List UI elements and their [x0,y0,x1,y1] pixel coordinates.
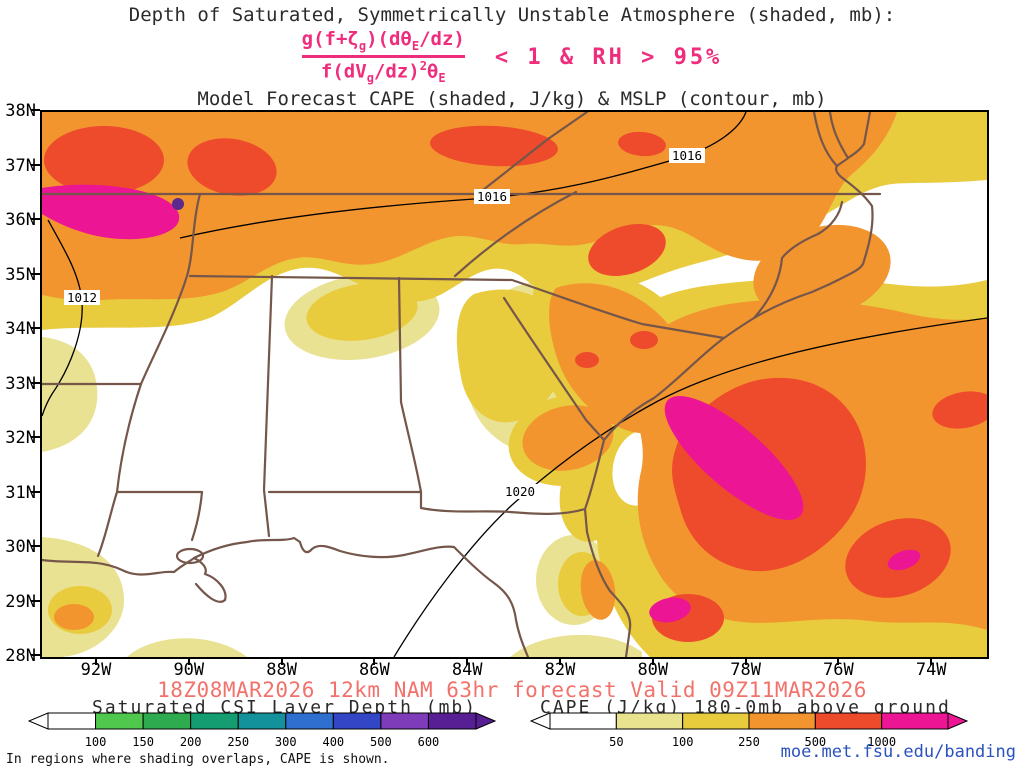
lat-tick-mark [31,436,40,438]
lat-tick-label: 31N [5,482,36,503]
svg-text:500: 500 [370,735,392,749]
lat-tick-mark [31,654,40,656]
svg-text:400: 400 [322,735,344,749]
formula-fraction-bar [301,54,465,58]
svg-text:250: 250 [738,735,760,749]
lon-tick-label: 90W [173,660,205,680]
forecast-info-line: 18Z08MAR2026 12km NAM 63hr forecast Vali… [157,678,867,702]
lat-tick-mark [31,381,40,384]
svg-text:1016: 1016 [672,148,702,163]
title-line-1: Depth of Saturated, Symmetrically Unstab… [128,4,896,26]
lat-tick-mark [31,490,40,493]
mslp-label-1016-west: 1016 [474,189,510,204]
svg-text:1016: 1016 [477,189,507,204]
formula-numerator: g(f+ζg)(dθE/dz) [301,28,465,53]
lat-tick-label: 35N [5,264,36,285]
lat-tick-label: 33N [5,373,36,394]
cape-shading-magenta [42,184,921,623]
lon-tick-label: 74W [915,660,947,680]
svg-text:100: 100 [672,735,694,749]
svg-text:200: 200 [180,735,202,749]
lon-tick-label: 88W [266,660,297,680]
lat-tick-label: 29N [5,591,36,612]
overlap-note: In regions where shading overlaps, CAPE … [6,752,390,767]
title-line-2: Model Forecast CAPE (shaded, J/kg) & MSL… [197,88,827,110]
lat-tick-label: 30N [5,537,36,557]
lon-tick-label: 82W [544,660,576,680]
cape-colorbar: 50 100 250 500 1000 [529,712,969,758]
csi-shading-purple [172,198,184,210]
lon-tick-label: 76W [823,660,854,680]
lon-tick-label: 80W [637,660,669,680]
svg-text:600: 600 [418,735,440,749]
map-frame: 1012 1016 1016 1020 [40,110,989,659]
lon-tick-label: 92W [80,660,112,680]
svg-text:1020: 1020 [505,484,535,499]
mslp-label-1012: 1012 [64,290,100,305]
lat-tick-label: 36N [5,210,36,230]
formula-fraction: g(f+ζg)(dθE/dz) f(dVg/dz)2θE [301,28,465,86]
lat-tick-label: 34N [5,319,36,339]
lat-tick-mark [31,327,40,329]
lon-tick-label: 84W [451,660,483,680]
lat-tick-label: 28N [5,646,36,666]
lat-tick-mark [31,272,40,275]
csi-formula: g(f+ζg)(dθE/dz) f(dVg/dz)2θE < 1 & RH > … [0,29,1024,85]
lat-tick-mark [31,545,40,547]
mslp-label-1020: 1020 [502,484,538,499]
map-svg: 1012 1016 1016 1020 [42,112,987,657]
svg-text:1000: 1000 [867,735,896,749]
lat-tick-mark [31,218,40,220]
cape-bar-svg: 50 100 250 500 1000 [529,712,969,749]
site-link[interactable]: moe.met.fsu.edu/banding [780,742,1016,762]
state-borders [42,112,882,657]
svg-text:50: 50 [609,735,623,749]
contour-labels: 1012 1016 1016 1020 [64,148,705,499]
svg-text:250: 250 [227,735,249,749]
lon-tick-label: 78W [730,660,761,680]
svg-text:150: 150 [132,735,154,749]
svg-text:1012: 1012 [67,290,97,305]
lat-tick-label: 37N [5,155,36,176]
svg-text:300: 300 [275,735,297,749]
svg-text:500: 500 [804,735,826,749]
lat-tick-label: 32N [5,428,36,448]
formula-denominator: f(dVg/dz)2θE [320,58,446,86]
lon-tick-label: 86W [359,660,390,680]
mslp-label-1016-east: 1016 [669,148,705,163]
lat-tick-mark [31,599,40,602]
svg-text:100: 100 [85,735,107,749]
csi-bar-svg: 100 150 200 250 300 400 500 600 [27,712,497,749]
csi-colorbar: 100 150 200 250 300 400 500 600 [27,712,497,758]
lat-tick-mark [31,163,40,166]
formula-condition: < 1 & RH > 95% [494,44,723,70]
